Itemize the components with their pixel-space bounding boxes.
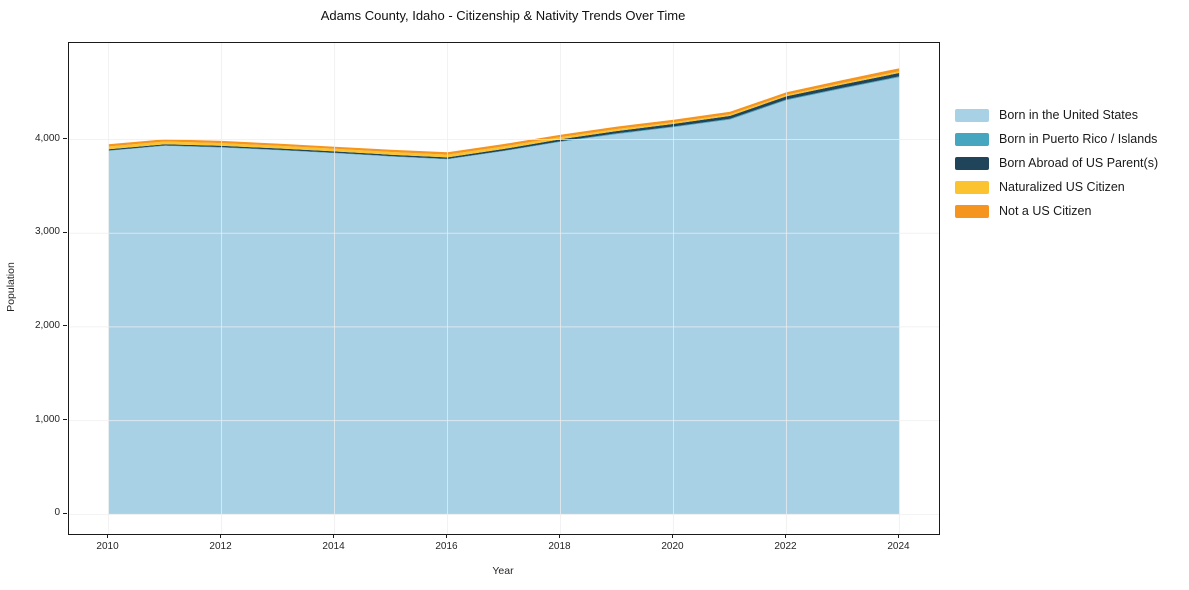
x-tick [897,534,899,538]
x-tick-label: 2012 [209,541,232,552]
legend-swatch-born-us [955,108,989,122]
y-tick [63,231,67,233]
legend-item-puerto-rico: Born in Puerto Rico / Islands [955,127,1158,151]
legend-swatch-puerto-rico [955,132,989,146]
x-tick-label: 2020 [661,541,684,552]
y-tick-label: 1,000 [34,413,60,425]
legend-label: Not a US Citizen [999,204,1092,218]
x-tick-label: 2014 [322,541,345,552]
x-tick-label: 2018 [548,541,571,552]
y-tick [63,419,67,421]
x-tick [558,534,560,538]
x-tick-label: 2010 [96,541,119,552]
x-tick [446,534,447,538]
x-tick [671,534,673,538]
legend-item-naturalized: Naturalized US Citizen [955,175,1158,199]
y-tick [63,138,67,139]
area-series-0 [108,77,900,515]
y-axis-label: Population [5,262,17,312]
legend-item-born-abroad: Born Abroad of US Parent(s) [955,151,1158,175]
legend-swatch-not-citizen [955,204,989,218]
x-tick [220,534,222,538]
chart-svg [69,43,939,534]
legend-swatch-naturalized [955,180,989,194]
plot-area [68,42,940,535]
legend-label: Born Abroad of US Parent(s) [999,156,1159,170]
y-tick-label: 4,000 [34,132,60,144]
y-tick-label: 2,000 [34,319,60,331]
legend-label: Born in the United States [999,108,1138,122]
x-tick [333,534,335,538]
y-tick-label: 0 [54,507,60,519]
y-tick-label: 3,000 [34,226,60,238]
x-tick-label: 2024 [887,541,910,552]
chart-title: Adams County, Idaho - Citizenship & Nati… [320,8,686,23]
legend-label: Born in Puerto Rico / Islands [999,132,1158,146]
legend-item-not-citizen: Not a US Citizen [955,199,1158,223]
legend-swatch-born-abroad [955,156,989,170]
legend: Born in the United States Born in Puerto… [955,103,1158,223]
x-axis-label: Year [492,565,514,577]
x-tick [784,534,786,538]
x-tick-label: 2016 [435,541,458,552]
x-tick [107,534,109,538]
legend-item-born-us: Born in the United States [955,103,1158,127]
y-tick [63,325,67,327]
x-tick-label: 2022 [774,541,797,552]
y-tick [63,512,67,514]
legend-label: Naturalized US Citizen [999,180,1125,194]
